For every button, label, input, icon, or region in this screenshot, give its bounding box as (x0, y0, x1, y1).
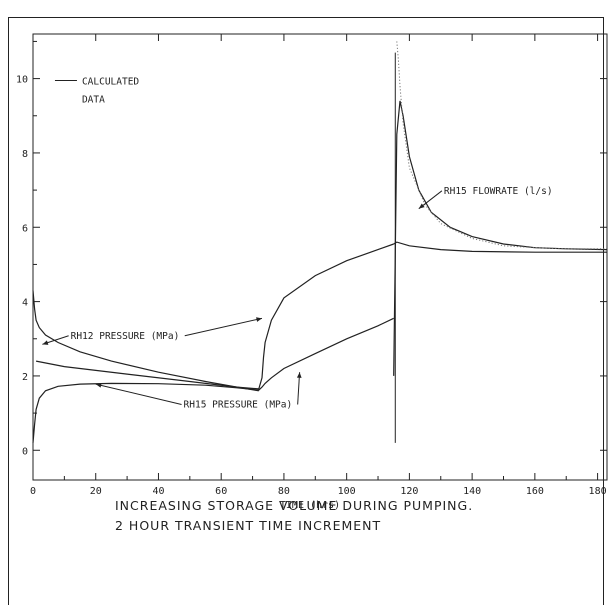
series-line-6 (396, 41, 607, 250)
annotation-arrow (95, 383, 182, 406)
x-tick-label: 80 (278, 486, 290, 497)
y-tick-label: 4 (22, 298, 28, 309)
chart-ticks (32, 34, 607, 480)
chart-axes (32, 33, 608, 481)
y-tick-label: 10 (16, 75, 28, 86)
plot-area-border (32, 33, 608, 481)
y-tick-label: 0 (22, 446, 28, 457)
x-tick-label: 40 (152, 486, 164, 497)
series-line-1 (32, 243, 394, 390)
y-tick-label: 6 (22, 223, 28, 234)
annotation-arrow (184, 317, 263, 337)
x-tick-label: 160 (526, 486, 544, 497)
figure-frame (8, 17, 604, 605)
y-tick-label: 2 (22, 372, 28, 383)
x-tick-label: 140 (463, 486, 481, 497)
annotation-label-1: RH12 PRESSURE (MPa) (71, 331, 180, 342)
annotation-arrowhead (418, 203, 425, 209)
y-tick-label: 8 (22, 149, 28, 160)
annotation-arrowhead (296, 372, 302, 378)
series-line-2 (32, 317, 394, 443)
x-tick-label: 100 (338, 486, 356, 497)
series-line-3 (35, 360, 259, 392)
figure-caption-line-1: INCREASING STORAGE VOLUME DURING PUMPING… (115, 498, 474, 513)
figure-caption-line-2: 2 HOUR TRANSIENT TIME INCREMENT (115, 518, 382, 533)
annotation-arrowhead (95, 383, 102, 388)
x-tick-label: 120 (400, 486, 418, 497)
series-line-5 (393, 241, 607, 253)
x-tick-label: 180 (589, 486, 607, 497)
legend-data-label: DATA (82, 94, 105, 105)
x-tick-label: 20 (90, 486, 102, 497)
x-tick-label: 0 (30, 486, 36, 497)
x-axis-label: TIME (hrs) (280, 500, 340, 511)
annotation-arrowhead (42, 340, 49, 345)
annotation-arrowhead (256, 317, 262, 322)
series-line-4 (393, 100, 608, 376)
chart-text: 0 20 40 60 80 100 120 140 160 180 0 2 4 6 8 10 TIME (hrs… (16, 75, 607, 511)
legend-calculated-label: CALCULATED (82, 76, 139, 87)
annotation-label-3: RH15 FLOWRATE (l/s) (444, 186, 553, 197)
chart-lines (32, 41, 608, 443)
x-tick-label: 60 (215, 486, 227, 497)
annotation-label-2: RH15 PRESSURE (MPa) (184, 400, 293, 411)
